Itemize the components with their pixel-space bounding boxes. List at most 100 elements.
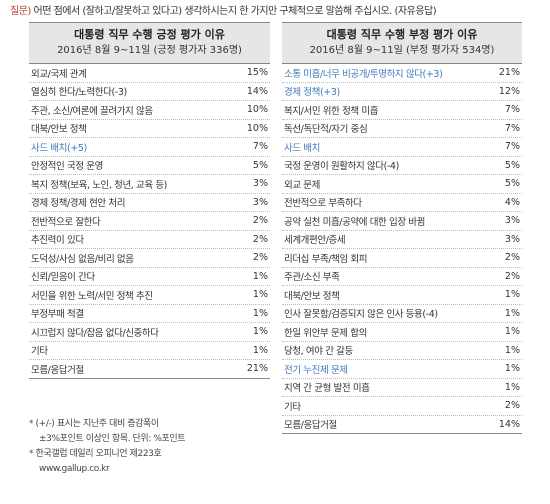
- reason-percent: 3%: [252, 196, 268, 208]
- reason-label: 부정부패 척결: [31, 309, 84, 321]
- reason-percent: 15%: [246, 67, 268, 79]
- positive-panel-header: 대통령 직무 수행 긍정 평가 이유 2016년 8월 9~11일 (긍정 평가…: [29, 22, 270, 64]
- reason-percent: 5%: [252, 159, 268, 171]
- reason-label: 도덕성/사심 없음/비리 없음: [31, 253, 134, 265]
- reason-percent: 7%: [504, 104, 520, 116]
- reason-percent: 21%: [246, 363, 268, 375]
- reason-percent: 4%: [504, 196, 520, 208]
- reason-percent: 1%: [252, 289, 268, 301]
- positive-panel-title: 대통령 직무 수행 긍정 평가 이유: [74, 28, 225, 41]
- footnote-line: ±3%포인트 이상인 항목. 단위: %포인트: [39, 434, 186, 444]
- positive-panel-subtitle: 2016년 8월 9~11일 (긍정 평가자 336명): [57, 45, 242, 56]
- footnote-url: www.gallup.co.kr: [39, 464, 110, 474]
- reason-label: 세계개편안/증세: [284, 235, 346, 247]
- reason-row: 모름/응답거절 14%: [282, 416, 522, 434]
- reason-percent: 1%: [504, 289, 520, 301]
- reason-label: 주관, 소신/여론에 끌려가지 않음: [31, 105, 153, 117]
- question-prefix: 질문): [10, 6, 31, 17]
- reason-row: 소통 미흡/너무 비공개/투명하지 않다(+3) 21%: [282, 64, 522, 83]
- reason-percent: 14%: [498, 418, 520, 430]
- negative-panel-subtitle: 2016년 8월 9~11일 (부정 평가자 534명): [309, 45, 495, 56]
- reason-row: 리더십 부족/책임 회피 2%: [282, 249, 522, 268]
- reason-label: 안정적인 국정 운영: [31, 161, 103, 173]
- reason-label: 외교 문제: [284, 179, 320, 191]
- reason-row: 안정적인 국정 운영 5%: [29, 157, 270, 175]
- reason-row: 추진력이 있다 2%: [29, 231, 270, 249]
- question-text: 어떤 점에서 (잘하고/잘못하고 있다고) 생각하시는지 한 가지만 구체적으로…: [30, 6, 437, 17]
- reason-row: 서민을 위한 노력/서민 정책 추진 1%: [29, 286, 270, 305]
- positive-reasons-panel: 대통령 직무 수행 긍정 평가 이유 2016년 8월 9~11일 (긍정 평가…: [29, 22, 270, 379]
- footnotes: * (+/-) 표시는 지난주 대비 증감폭이 ±3%포인트 이상인 항목. 단…: [29, 417, 270, 477]
- reason-percent: 1%: [504, 307, 520, 319]
- reason-row: 기타 2%: [282, 397, 522, 416]
- reason-label: 사드 배치(+5): [31, 142, 87, 154]
- reason-row: 대북/안보 정책 10%: [29, 120, 270, 138]
- reason-label: 복지/서민 위한 정책 미흡: [284, 105, 379, 117]
- reason-label: 대북/안보 정책: [284, 290, 340, 302]
- footnote-line: * 한국갤럽 데일리 오피니언 제223호: [29, 449, 162, 459]
- reason-label: 한일 위안부 문제 합의: [284, 327, 367, 339]
- reason-percent: 1%: [252, 344, 268, 356]
- reason-row: 한일 위안부 문제 합의 1%: [282, 323, 522, 342]
- reason-percent: 7%: [252, 141, 268, 153]
- reason-row: 복지 정책(보육, 노인, 청년, 교육 등) 3%: [29, 175, 270, 194]
- reason-label: 경제 정책/경제 현안 처리: [31, 198, 126, 210]
- reason-percent: 5%: [504, 159, 520, 171]
- reason-row: 사드 배치(+5) 7%: [29, 138, 270, 157]
- reason-row: 모름/응답거절 21%: [29, 360, 270, 379]
- reason-label: 신뢰/믿음이 간다: [31, 272, 95, 284]
- reason-percent: 2%: [504, 270, 520, 282]
- reason-percent: 2%: [252, 252, 268, 264]
- reason-row: 외교/국제 관계 15%: [29, 64, 270, 83]
- reason-row: 사드 배치 7%: [282, 138, 522, 157]
- reason-percent: 3%: [252, 178, 268, 190]
- reason-label: 복지 정책(보육, 노인, 청년, 교육 등): [31, 179, 167, 191]
- reason-label: 소통 미흡/너무 비공개/투명하지 않다(+3): [284, 68, 443, 80]
- reason-row: 세계개편안/증세 3%: [282, 231, 522, 249]
- survey-question: 질문) 어떤 점에서 (잘하고/잘못하고 있다고) 생각하시는지 한 가지만 구…: [10, 4, 546, 20]
- reason-row: 도덕성/사심 없음/비리 없음 2%: [29, 249, 270, 268]
- reason-label: 대북/안보 정책: [31, 124, 87, 136]
- reason-percent: 7%: [504, 141, 520, 153]
- reason-row: 신뢰/믿음이 간다 1%: [29, 268, 270, 286]
- reason-percent: 3%: [504, 233, 520, 245]
- reason-row: 열심히 한다/노력한다(-3) 14%: [29, 83, 270, 101]
- reason-percent: 1%: [504, 363, 520, 375]
- reason-label: 전반적으로 부족하다: [284, 198, 362, 210]
- reason-row: 시끄럽지 않다/잡음 없다/신중하다 1%: [29, 323, 270, 342]
- reason-label: 국정 운영이 원활하지 않다(-4): [284, 161, 399, 173]
- reason-label: 추진력이 있다: [31, 235, 84, 247]
- reason-row: 전기 누진제 문제 1%: [282, 360, 522, 379]
- reason-percent: 10%: [246, 104, 268, 116]
- reason-percent: 21%: [498, 67, 520, 79]
- reason-row: 주관/소신 부족 2%: [282, 268, 522, 286]
- reason-row: 주관, 소신/여론에 끌려가지 않음 10%: [29, 101, 270, 120]
- reason-percent: 2%: [504, 400, 520, 412]
- reason-label: 외교/국제 관계: [31, 68, 87, 80]
- reason-percent: 7%: [504, 122, 520, 134]
- reason-label: 리더십 부족/책임 회피: [284, 253, 368, 265]
- reason-percent: 3%: [504, 215, 520, 227]
- reason-label: 열심히 한다/노력한다(-3): [31, 87, 127, 99]
- reason-percent: 5%: [504, 178, 520, 190]
- reason-label: 서민을 위한 노력/서민 정책 추진: [31, 290, 153, 302]
- reason-label: 공약 실천 미흡/공약에 대한 입장 바뀜: [284, 216, 425, 228]
- reason-row: 공약 실천 미흡/공약에 대한 입장 바뀜 3%: [282, 212, 522, 231]
- reason-percent: 1%: [504, 344, 520, 356]
- reason-row: 전반적으로 부족하다 4%: [282, 194, 522, 212]
- reason-percent: 1%: [252, 270, 268, 282]
- reason-label: 전기 누진제 문제: [284, 364, 348, 376]
- reason-row: 복지/서민 위한 정책 미흡 7%: [282, 101, 522, 120]
- reason-label: 전반적으로 잘한다: [31, 216, 101, 228]
- reason-row: 당청, 여야 간 갈등 1%: [282, 342, 522, 360]
- reason-percent: 12%: [498, 85, 520, 97]
- reason-percent: 1%: [504, 326, 520, 338]
- reason-row: 부정부패 척결 1%: [29, 305, 270, 323]
- reason-label: 지역 간 균형 발전 미흡: [284, 383, 370, 395]
- negative-panel-header: 대통령 직무 수행 부정 평가 이유 2016년 8월 9~11일 (부정 평가…: [282, 22, 522, 64]
- reason-label: 기타: [31, 346, 48, 358]
- reason-row: 전반적으로 잘한다 2%: [29, 212, 270, 231]
- reason-percent: 1%: [252, 326, 268, 338]
- positive-reasons-list: 외교/국제 관계 15% 열심히 한다/노력한다(-3) 14% 주관, 소신/여론에 …: [29, 64, 270, 379]
- reason-label: 인사 잘못함/검증되지 않은 인사 등용(-4): [284, 309, 438, 321]
